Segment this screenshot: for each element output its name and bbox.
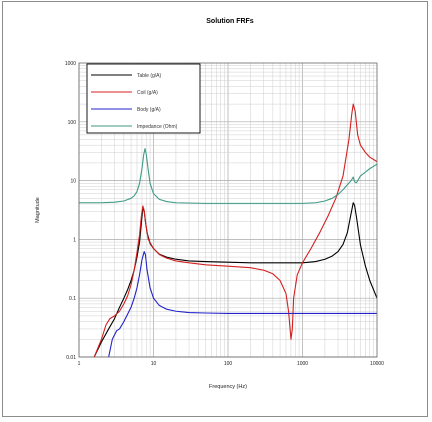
x-tick-label: 1 xyxy=(78,361,81,367)
y-tick-label: 1000 xyxy=(65,61,76,67)
legend-label: Impedance (Ohm) xyxy=(137,124,178,130)
series-line-3 xyxy=(108,251,377,358)
y-tick-label: 0.1 xyxy=(69,296,76,302)
frf-chart: Solution FRFs 1 10 100 1000 100000.010.11101… xyxy=(35,18,384,390)
x-axis-label: Frequency (Hz) xyxy=(209,384,247,390)
legend: Table (g/A) Coil (g/A) Body (g/A) Impedance… xyxy=(86,63,201,134)
legend-label: Table (g/A) xyxy=(137,73,162,79)
y-tick-label: 1 xyxy=(73,237,76,243)
y-tick-label: 100 xyxy=(68,120,77,126)
plot-border xyxy=(78,62,378,358)
x-tick-label: 100 xyxy=(224,361,233,367)
series-line-1 xyxy=(93,202,378,358)
tick-labels: 1 10 100 1000 10000 0.01 0.1 1 10 100 1000 xyxy=(65,61,384,367)
legend-label: Coil (g/A) xyxy=(137,90,158,96)
x-tick-label: 10 xyxy=(151,361,157,367)
series-line-4 xyxy=(79,148,378,204)
y-axis-label: Magnitude xyxy=(35,197,41,223)
x-tick-label: 1000 xyxy=(297,361,308,367)
chart-frame: Solution FRFs 1 10 100 1000 10000 0.01 0.1 1 10 1… xyxy=(2,1,428,417)
y-tick-label: 0.01 xyxy=(66,355,76,361)
x-tick-label: 10000 xyxy=(370,361,384,367)
series-lines xyxy=(79,103,378,358)
chart-title: Solution FRFs xyxy=(206,18,254,25)
y-tick-label: 10 xyxy=(70,179,76,185)
legend-label: Body (g/A) xyxy=(137,107,161,113)
series-line-2 xyxy=(93,103,378,358)
